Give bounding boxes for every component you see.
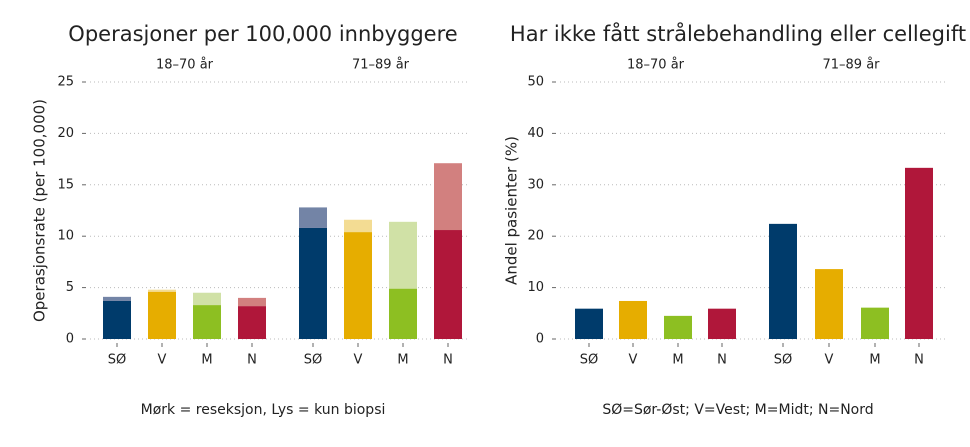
bar-biopsy: [299, 207, 327, 228]
bar-biopsy: [389, 221, 417, 289]
y-tick-label: 40: [527, 126, 544, 141]
bar: [664, 315, 692, 339]
bar: [815, 269, 843, 339]
y-tick-label: 0: [66, 332, 74, 347]
bar-resection: [103, 300, 131, 339]
bar: [905, 167, 933, 339]
facet-label: 18–70 år: [156, 58, 214, 73]
x-tick-label: SØ: [108, 353, 126, 368]
chart-title: Operasjoner per 100,000 innbyggere: [68, 22, 457, 46]
x-tick-label: V: [825, 353, 834, 368]
bar: [619, 300, 647, 339]
y-tick-label: 15: [57, 177, 74, 192]
x-tick-label: SØ: [774, 353, 792, 368]
bar-resection: [148, 291, 176, 339]
bar-resection: [299, 227, 327, 339]
x-tick-label: SØ: [580, 353, 598, 368]
y-tick-label: 10: [527, 280, 544, 295]
bar-biopsy: [193, 292, 221, 306]
x-tick-label: N: [717, 353, 727, 368]
x-tick-label: M: [397, 353, 408, 368]
note: Mørk = reseksjon, Lys = kun biopsi: [141, 402, 386, 418]
bar: [769, 223, 797, 339]
y-tick-label: 20: [57, 126, 74, 141]
facet-label: 18–70 år: [627, 58, 685, 73]
bar: [861, 307, 889, 339]
bar-resection: [238, 306, 266, 339]
bar-biopsy: [434, 163, 462, 231]
bar-resection: [193, 305, 221, 339]
bar-biopsy: [148, 289, 176, 292]
y-tick-label: 30: [527, 177, 544, 192]
bar-biopsy: [238, 297, 266, 307]
facet-label: 71–89 år: [822, 58, 880, 73]
x-tick-label: M: [869, 353, 880, 368]
x-tick-label: SØ: [304, 353, 322, 368]
bar-biopsy: [103, 296, 131, 301]
y-tick-label: 10: [57, 229, 74, 244]
bar-biopsy: [344, 219, 372, 233]
x-tick-label: V: [629, 353, 638, 368]
x-tick-label: M: [201, 353, 212, 368]
x-tick-label: V: [354, 353, 363, 368]
y-axis-label: Operasjonsrate (per 100,000): [31, 99, 49, 322]
x-tick-label: V: [158, 353, 167, 368]
facet-label: 71–89 år: [352, 58, 410, 73]
bar-resection: [434, 230, 462, 339]
y-tick-label: 0: [536, 332, 544, 347]
x-tick-label: N: [914, 353, 924, 368]
bar-resection: [344, 232, 372, 339]
y-tick-label: 25: [57, 75, 74, 90]
x-tick-label: M: [672, 353, 683, 368]
x-tick-label: N: [443, 353, 453, 368]
y-axis-label: Andel pasienter (%): [503, 136, 521, 285]
note: SØ=Sør-Øst; V=Vest; M=Midt; N=Nord: [602, 402, 873, 418]
x-tick-label: N: [247, 353, 257, 368]
chart-title: Har ikke fått strålebehandling eller cel…: [510, 21, 966, 46]
bar-resection: [389, 288, 417, 339]
y-tick-label: 50: [527, 75, 544, 90]
y-tick-label: 20: [527, 229, 544, 244]
bar: [708, 308, 736, 339]
bar: [575, 308, 603, 339]
y-tick-label: 5: [66, 280, 74, 295]
